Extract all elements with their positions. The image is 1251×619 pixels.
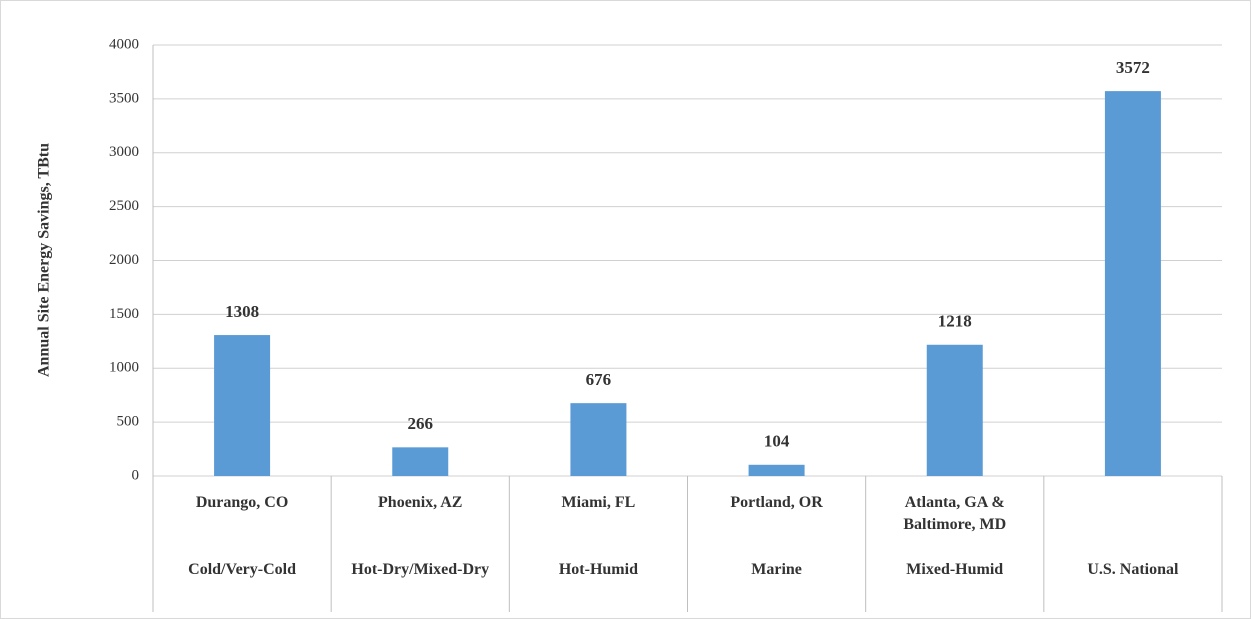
- x-tick-label: Portland, OR: [730, 494, 823, 511]
- bar: [392, 447, 449, 476]
- x-tick-label: Phoenix, AZ: [378, 494, 463, 511]
- x-group-label: Mixed-Humid: [906, 561, 1004, 578]
- y-tick-label: 2500: [109, 198, 139, 214]
- bar: [926, 344, 983, 476]
- bar: [748, 464, 805, 476]
- y-axis-label: Annual Site Energy Savings, TBtu: [36, 143, 53, 377]
- value-label: 1308: [225, 302, 259, 321]
- y-tick-label: 1000: [109, 360, 139, 376]
- value-label: 3572: [1116, 58, 1150, 77]
- y-tick-label: 1500: [109, 306, 139, 322]
- value-label: 266: [408, 414, 434, 433]
- value-label: 1218: [938, 312, 972, 331]
- x-group-label: U.S. National: [1087, 561, 1179, 578]
- x-tick-label: Atlanta, GA & Baltimore, MD: [903, 494, 1007, 533]
- bar: [214, 335, 271, 476]
- value-label: 676: [586, 370, 612, 389]
- x-group-label: Hot-Dry/Mixed-Dry: [351, 561, 490, 578]
- x-tick-label: Miami, FL: [561, 494, 636, 511]
- value-label: 104: [764, 432, 790, 451]
- y-tick-label: 4000: [109, 36, 139, 52]
- x-group-label: Hot-Humid: [558, 561, 638, 578]
- x-group-label: Cold/Very-Cold: [188, 561, 296, 578]
- y-tick-label: 500: [117, 414, 140, 430]
- bar: [1104, 91, 1161, 476]
- y-tick-label: 0: [132, 467, 140, 483]
- bar: [570, 403, 627, 476]
- y-tick-label: 3000: [109, 144, 139, 160]
- y-tick-label: 2000: [109, 252, 139, 268]
- x-tick-label: Durango, CO: [195, 494, 289, 511]
- y-tick-label: 3500: [109, 90, 139, 106]
- x-group-label: Marine: [751, 561, 802, 578]
